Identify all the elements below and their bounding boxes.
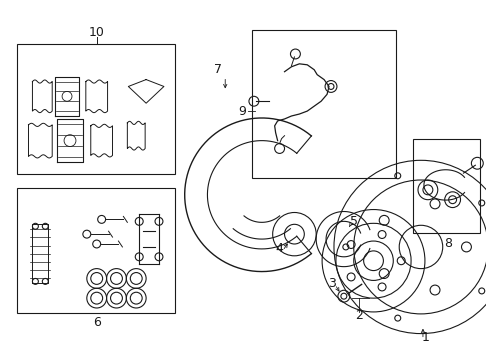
- Text: 1: 1: [421, 331, 429, 344]
- Text: 10: 10: [89, 26, 104, 39]
- Text: 3: 3: [327, 277, 335, 290]
- Text: 2: 2: [354, 309, 362, 322]
- Bar: [17, 44, 174, 174]
- Text: 7: 7: [214, 63, 222, 76]
- Text: 9: 9: [238, 105, 245, 118]
- Bar: [412, 139, 479, 233]
- Bar: [17, 188, 174, 313]
- Bar: [251, 30, 395, 178]
- Text: 4: 4: [275, 242, 283, 255]
- Text: 6: 6: [93, 316, 101, 329]
- Text: 5: 5: [349, 215, 357, 228]
- Text: 8: 8: [443, 237, 451, 249]
